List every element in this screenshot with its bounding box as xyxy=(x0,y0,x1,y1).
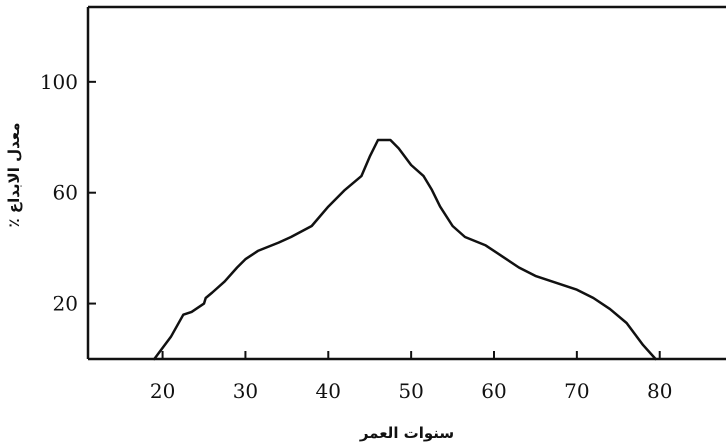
x-tick-label: 40 xyxy=(316,379,341,403)
x-tick-label: 70 xyxy=(564,379,589,403)
x-tick-label: 80 xyxy=(647,379,672,403)
y-tick-label: 20 xyxy=(53,292,78,316)
series-line xyxy=(153,138,657,361)
plot-frame-group xyxy=(86,5,726,361)
x-tick-label: 20 xyxy=(150,379,175,403)
x-axis-ticks: 20 30 40 50 60 70 80 xyxy=(150,351,672,403)
y-axis-ticks: 20 60 100 xyxy=(40,70,96,316)
y-axis-label: معدل الابداع ٪ xyxy=(5,122,23,227)
x-tick-label: 30 xyxy=(233,379,258,403)
y-tick-label: 100 xyxy=(40,70,78,94)
y-tick-label: 60 xyxy=(53,181,78,205)
x-tick-label: 50 xyxy=(398,379,423,403)
x-axis-label: سنوات العمر xyxy=(359,424,454,442)
x-tick-label: 60 xyxy=(481,379,506,403)
